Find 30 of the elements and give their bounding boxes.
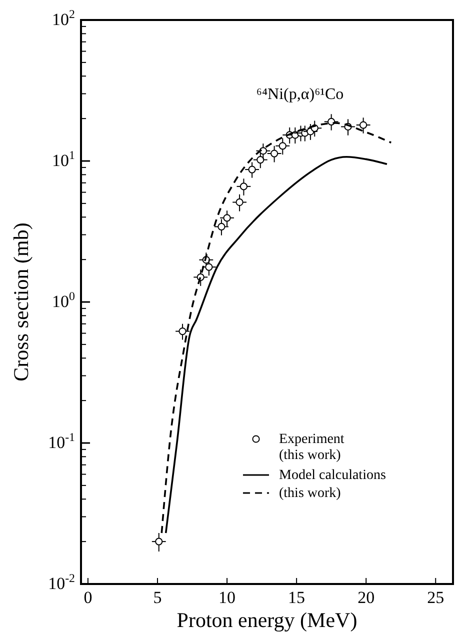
legend-label: (this work) [279,486,342,501]
point [278,142,286,150]
point [240,182,248,190]
point [218,222,226,230]
point [236,198,244,206]
x-tick-label: 10 [218,588,236,607]
y-tick-label: 10$^{-1}$ [48,430,76,452]
y-tick-label: 10$^{2}$ [52,7,76,29]
x-tick-label: 15 [288,588,306,607]
y-axis-title: Cross section (mb) [9,222,33,382]
x-tick-label: 0 [84,588,92,607]
point [178,327,186,336]
annotation: ⁶⁴Ni(p,α)⁶¹Co [256,86,344,103]
point [248,166,256,174]
point [223,214,231,222]
x-axis-title: Proton energy (MeV) [176,608,358,632]
point [155,538,163,546]
point [360,121,368,129]
y-tick-label: 10$^{1}$ [52,148,76,170]
point [328,118,336,126]
legend-label: Model calculations [279,468,386,483]
point [256,156,264,164]
y-tick-label: 10$^{0}$ [52,289,76,311]
point [270,150,278,158]
x-tick-label: 20 [358,588,375,607]
x-tick-label: 5 [153,588,162,607]
x-tick-label: 25 [427,588,444,607]
legend-label: Experiment (this work) [279,432,344,463]
point [205,263,213,271]
y-tick-label: 10$^{-2}$ [48,571,76,593]
